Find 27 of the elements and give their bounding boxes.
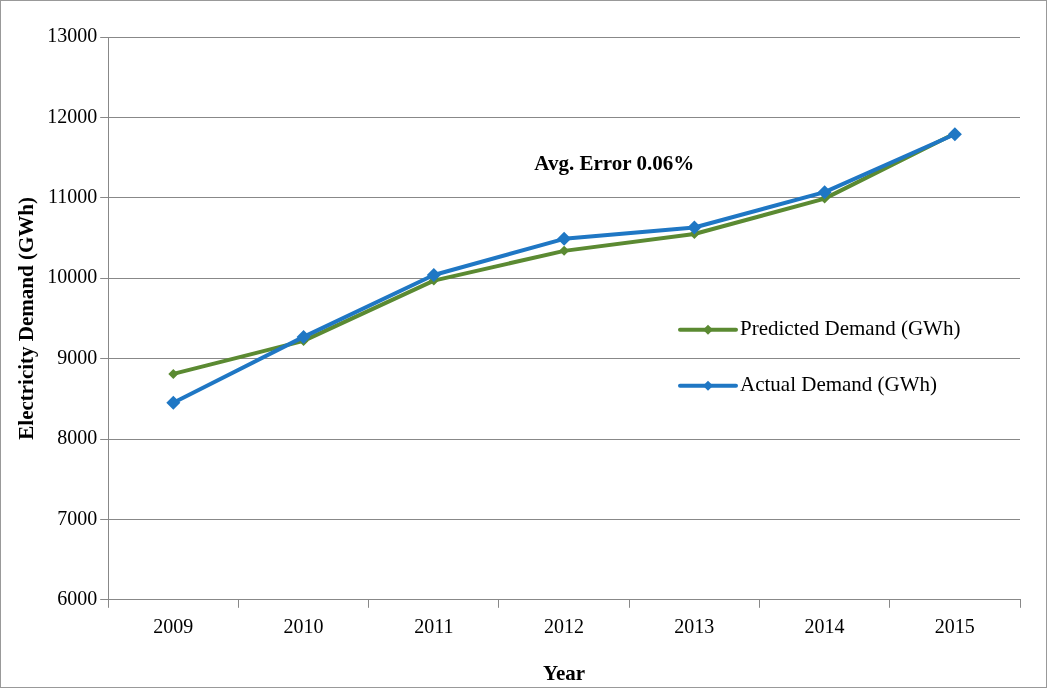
y-tick-label: 8000	[57, 426, 98, 449]
y-tick-label: 11000	[47, 185, 98, 208]
point	[168, 368, 179, 379]
y-tick-label: 6000	[57, 587, 98, 610]
x-tick-label: 2011	[414, 615, 454, 638]
y-tick-label: 13000	[47, 24, 98, 47]
point	[296, 329, 311, 344]
y-tick-label: 7000	[57, 506, 98, 529]
x-axis-title: Year	[543, 660, 586, 685]
x-tick-label: 2010	[283, 615, 324, 638]
point	[557, 231, 572, 246]
x-tick-label: 2015	[934, 615, 975, 638]
y-tick-label: 10000	[47, 265, 98, 288]
point	[817, 185, 832, 200]
y-tick-label: 9000	[57, 345, 98, 368]
x-tick-label: 2013	[674, 615, 715, 638]
x-tick-label: 2009	[153, 615, 194, 638]
point	[166, 395, 181, 410]
point	[687, 220, 702, 235]
legend-label: Actual Demand (GWh)	[740, 372, 938, 397]
x-tick-label: 2012	[544, 615, 585, 638]
x-tick-label: 2014	[804, 615, 845, 638]
y-axis-title: Electricity Demand (GWh)	[14, 197, 39, 440]
annotation: Avg. Error 0.06%	[534, 151, 695, 176]
point	[426, 267, 441, 282]
y-tick-label: 12000	[47, 104, 98, 127]
legend-label: Predicted Demand (GWh)	[740, 316, 961, 341]
